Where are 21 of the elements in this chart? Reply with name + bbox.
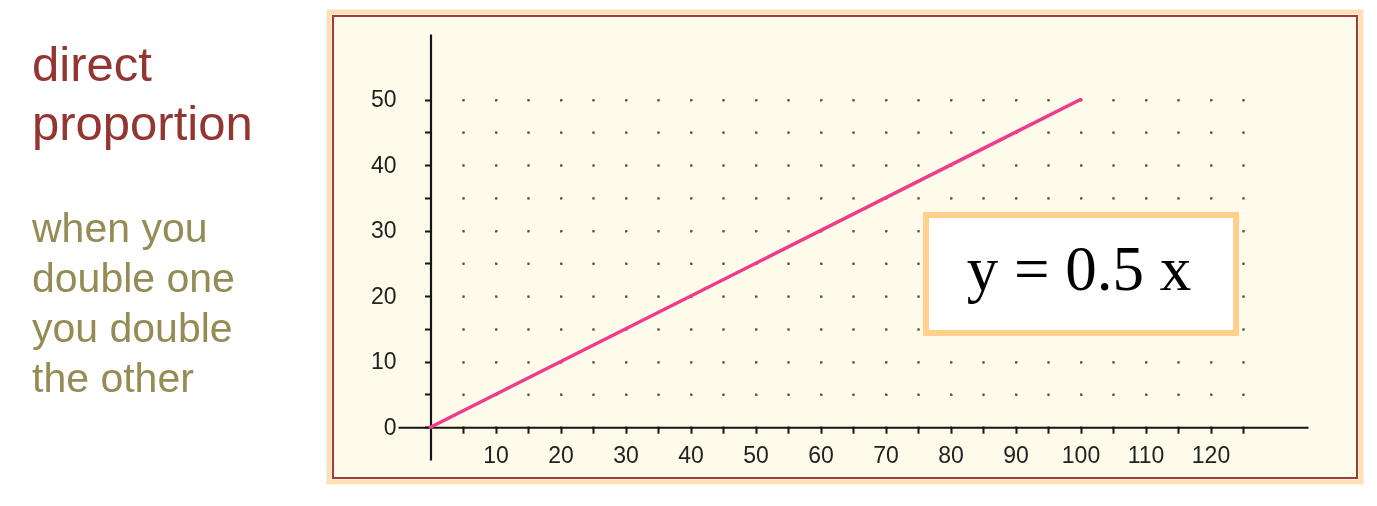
x-tick-label: 60 [808,441,834,468]
y-tick-label: 40 [370,151,397,178]
y-tick-label: 10 [370,348,397,375]
x-tick-label: 40 [678,441,704,468]
x-tick-label: 30 [613,441,639,468]
x-tick-label: 70 [873,441,899,468]
x-tick-label: 10 [483,441,509,468]
y-tick-label: 30 [370,217,397,244]
text: direct proportion [32,37,253,150]
y-tick-label: 0 [383,413,397,440]
annotation: y = 0.5 x [966,234,1192,304]
x-tick-label: 80 [938,441,964,468]
y-tick-label: 50 [370,86,397,113]
x-tick-label: 120 [1191,441,1231,468]
x-tick-label: 50 [743,441,769,468]
x-tick-label: 110 [1127,441,1165,468]
text: when you double one you double the other [31,205,235,401]
x-tick-label: 20 [548,441,574,468]
y-tick-label: 20 [370,282,397,309]
x-tick-label: 100 [1061,441,1101,468]
x-tick-label: 90 [1003,441,1029,468]
